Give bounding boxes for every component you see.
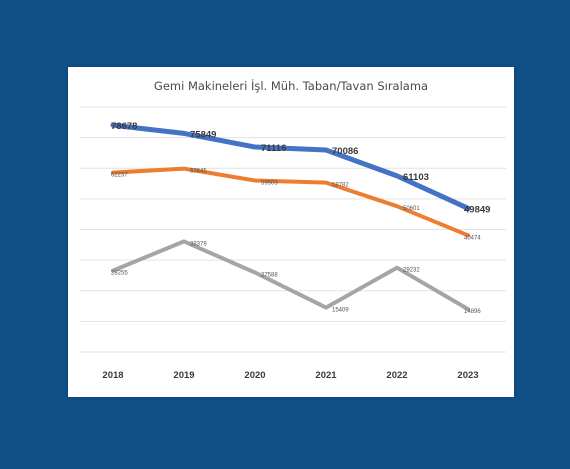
x-tick-label: 2022 — [386, 370, 407, 381]
data-point — [111, 171, 115, 175]
data-point — [111, 269, 115, 273]
x-tick-label: 2019 — [173, 370, 194, 381]
chart-card: 2018 2019 2020 2021 2022 2023 78678 75849 71116 7… — [68, 67, 514, 397]
data-point — [324, 148, 328, 152]
x-tick-label: 2018 — [102, 370, 123, 381]
data-point — [253, 179, 257, 182]
series-line — [111, 166, 470, 238]
data-label: 78678 — [111, 121, 137, 132]
data-point — [395, 174, 399, 178]
data-label: 49849 — [464, 204, 490, 215]
data-label: 70086 — [332, 146, 358, 157]
data-point — [466, 307, 470, 311]
data-label: 61103 — [403, 172, 429, 183]
x-tick-label: 2023 — [457, 370, 478, 381]
data-point — [466, 233, 470, 237]
data-label: 58782 — [332, 183, 349, 189]
data-point — [182, 167, 186, 171]
data-label: 38379 — [190, 241, 207, 247]
data-label: 50601 — [403, 206, 420, 212]
data-label: 63645 — [190, 169, 207, 175]
data-point — [253, 271, 257, 274]
line-chart: 2018 2019 2020 2021 2022 2023 78678 75849 71116 7… — [80, 106, 506, 381]
legend-area — [68, 391, 514, 397]
data-point — [324, 181, 328, 185]
x-tick-label: 2021 — [315, 370, 337, 381]
data-label: 15409 — [332, 308, 349, 314]
data-point — [182, 239, 186, 243]
data-point — [182, 131, 186, 135]
x-tick-label: 2020 — [244, 370, 265, 381]
data-point — [395, 266, 399, 270]
chart-title: Gemi Makineleri İşl. Müh. Taban/Tavan Sı… — [153, 79, 429, 93]
data-label: 27588 — [261, 273, 278, 279]
data-point — [111, 123, 115, 127]
data-label: 62237 — [111, 173, 128, 179]
data-label: 71116 — [261, 143, 286, 154]
data-label: 14896 — [464, 309, 481, 315]
data-label: 40474 — [464, 235, 481, 241]
data-label: 28255 — [111, 271, 128, 277]
data-point — [395, 204, 399, 208]
series-line — [110, 122, 471, 211]
data-point — [324, 306, 328, 310]
data-label: 75849 — [190, 129, 216, 140]
data-point — [253, 145, 257, 149]
data-point — [466, 206, 470, 210]
series-line — [111, 239, 470, 312]
data-label: 29232 — [403, 268, 420, 274]
data-label: 59503 — [261, 181, 278, 187]
